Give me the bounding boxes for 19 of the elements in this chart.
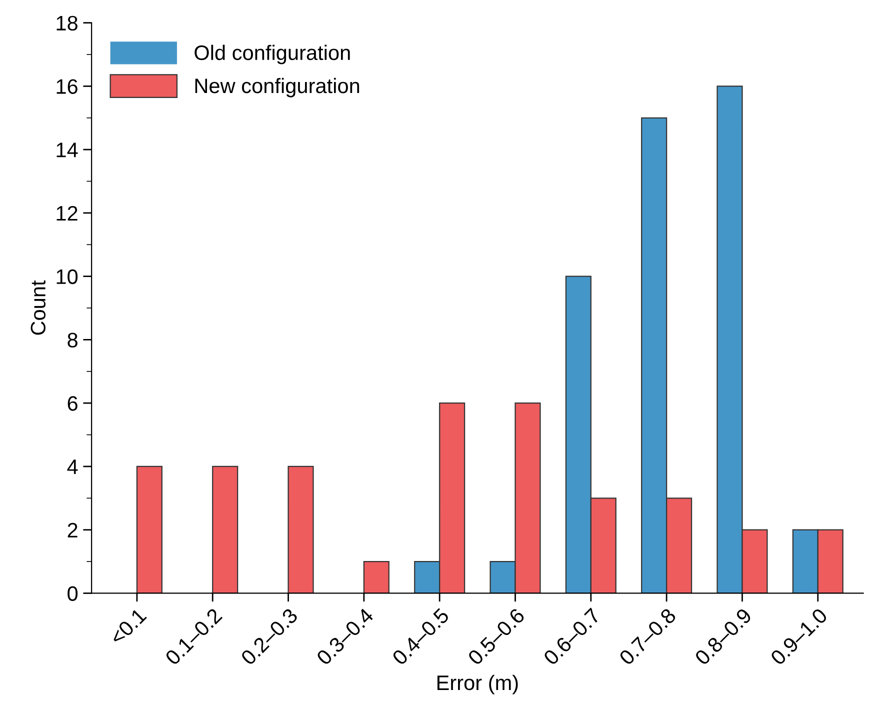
y-tick-label: 12 xyxy=(56,206,78,220)
y-tick-label: 6 xyxy=(68,396,78,411)
y-tick-label: 2 xyxy=(68,522,78,538)
bar xyxy=(288,466,314,594)
y-tick-label: 4 xyxy=(67,460,78,474)
legend-label: Old configuration xyxy=(194,44,350,64)
bar xyxy=(212,466,238,594)
y-tick-label: 18 xyxy=(56,16,78,31)
y-tick-label: 10 xyxy=(56,269,78,284)
y-axis-title: Count xyxy=(30,280,46,335)
x-tick-label: <0.1 xyxy=(108,608,148,646)
y-tick-label: 14 xyxy=(56,142,78,158)
y-tick-label: 8 xyxy=(68,332,78,348)
x-axis-title: Error (m) xyxy=(437,674,518,694)
y-tick-label: 16 xyxy=(56,79,78,94)
y-tick-label: 0 xyxy=(68,586,78,601)
bar xyxy=(136,466,162,594)
legend-label: New configuration xyxy=(195,78,360,98)
bar xyxy=(363,560,390,594)
